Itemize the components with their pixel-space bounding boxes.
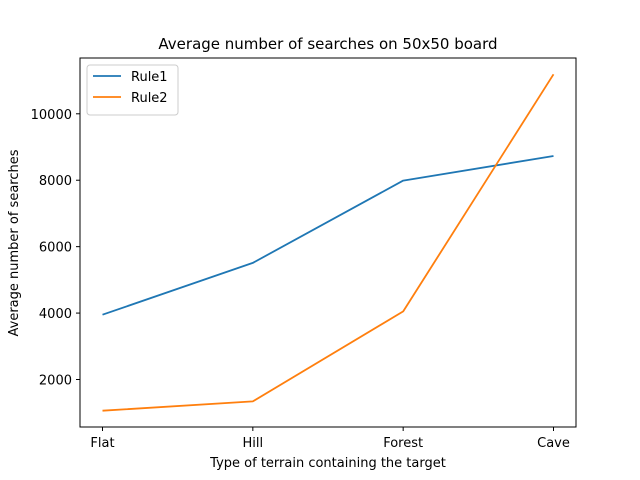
y-axis: 2000 4000 6000 8000 10000	[31, 108, 80, 389]
y-tick-label-8000: 8000	[39, 174, 72, 189]
x-axis-label: Type of terrain containing the target	[209, 456, 446, 471]
x-tick-label-cave: Cave	[537, 436, 570, 451]
series-line-rule1	[102, 155, 554, 316]
y-axis-label: Average number of searches	[7, 149, 22, 336]
x-tick-label-flat: Flat	[90, 436, 114, 451]
chart-title: Average number of searches on 50x50 boar…	[158, 35, 497, 53]
plot-area-frame	[79, 57, 577, 428]
legend: Rule1 Rule2	[86, 64, 179, 116]
series-layer	[102, 73, 555, 412]
legend-label-rule2: Rule2	[131, 91, 168, 106]
y-tick-label-2000: 2000	[39, 374, 72, 389]
legend-label-rule1: Rule1	[131, 70, 168, 85]
x-tick-label-hill: Hill	[243, 436, 264, 451]
x-axis: Flat Hill Forest Cave	[90, 427, 570, 451]
legend-box	[86, 64, 179, 116]
series-line-rule2	[102, 73, 555, 412]
y-tick-label-10000: 10000	[31, 108, 72, 123]
x-tick-label-forest: Forest	[383, 436, 423, 451]
y-tick-label-4000: 4000	[39, 307, 72, 322]
y-tick-label-6000: 6000	[39, 241, 72, 256]
